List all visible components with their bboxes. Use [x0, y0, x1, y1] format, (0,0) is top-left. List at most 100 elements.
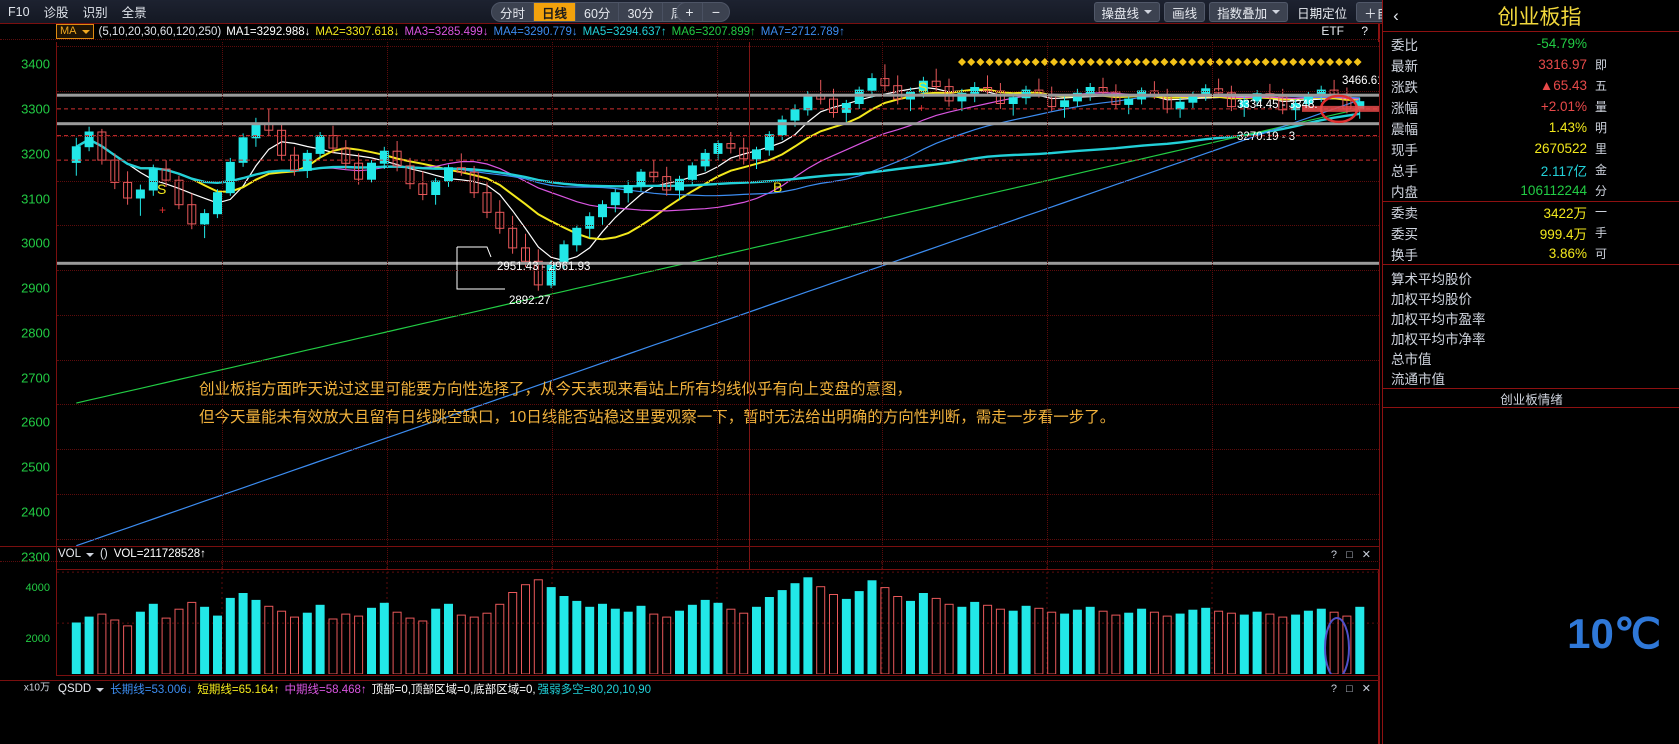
volume-axis-tick: 2000 [25, 633, 50, 646]
sidebar-stat-row[interactable]: 流通市值 [1391, 372, 1445, 387]
date-locate-button[interactable]: 日期定位 [1297, 6, 1348, 21]
qsdd-indicator-badge[interactable]: QSDD [58, 683, 105, 695]
sidebar-title: 创业板指 [1497, 5, 1582, 29]
price-plot[interactable]: S + S + B 2951.43 - 2961.93 2892.27 3334.45 - 3… [56, 42, 1384, 570]
price-axis-tick: 3000 [21, 235, 50, 251]
zoom-control-group: + − [676, 2, 730, 22]
sidebar-quote-row[interactable]: 最新 3316.97 即 [1383, 54, 1679, 75]
vol-indicator-badge[interactable]: VOL [58, 548, 95, 560]
sidebar-order-row[interactable]: 委卖 3422万一 [1383, 201, 1679, 222]
sidebar-row-extra: 金 [1595, 163, 1608, 177]
menu-item-f10[interactable]: F10 [8, 4, 30, 19]
volume-y-axis: 4000 2000 x10万 [0, 562, 56, 693]
sidebar-quote-row[interactable]: 委比 -54.79% [1383, 33, 1679, 54]
trading-line-button[interactable]: 操盘线 [1093, 2, 1161, 22]
sidebar-row-value: 3316.97 [1538, 57, 1587, 72]
sidebar-stat-row[interactable]: 加权平均市盈率 [1391, 312, 1486, 327]
sidebar-quote-row[interactable]: 内盘 106112244 分 [1383, 180, 1679, 201]
volume-plot[interactable] [56, 562, 1380, 679]
sidebar-row-extra: 即 [1595, 58, 1608, 72]
sidebar-quote-row[interactable]: 现手 2670522 里 [1383, 138, 1679, 159]
price-axis-tick: 3200 [21, 146, 50, 162]
price-vgrid [717, 42, 718, 569]
chart-note-line-1: 创业板指方面昨天说过这里可能要方向性选择了，从今天表现来看站上所有均线似乎有向上… [199, 381, 913, 398]
sidebar-row-value: 2670522 [1534, 141, 1587, 156]
sidebar-row-key: 委卖 [1391, 205, 1418, 221]
chart-label: 3270.19 - 3 [1237, 131, 1295, 143]
price-vgrid [552, 42, 553, 569]
sidebar-row-value: 3422万 [1543, 205, 1587, 221]
sidebar-row-key: 现手 [1391, 142, 1418, 158]
chart-label: + [159, 203, 166, 217]
ma7-value: MA7=2712.789↑ [760, 25, 845, 38]
chart-label: 3334.45 - 3348. [1237, 99, 1318, 111]
chart-help-icon[interactable]: ? [1361, 24, 1368, 38]
sidebar-row-key: 震幅 [1391, 121, 1418, 137]
sidebar-order-row[interactable]: 换手 3.86% 可 [1383, 243, 1679, 264]
sidebar-stat-row[interactable]: 加权平均市净率 [1391, 332, 1486, 347]
chart-label: 2951.43 - 2961.93 [497, 261, 590, 273]
price-axis-tick: 2400 [21, 504, 50, 520]
price-gridline [57, 270, 1379, 272]
sidebar-quote-row[interactable]: 震幅 1.43% 明 [1383, 117, 1679, 138]
sidebar-sub-tab[interactable]: 创业板情绪 [1383, 388, 1679, 408]
period-tab-30min[interactable]: 30分 [619, 3, 663, 21]
price-vgrid [882, 42, 883, 569]
period-tab-60min[interactable]: 60分 [576, 3, 620, 21]
chevron-down-icon [1144, 10, 1153, 14]
sidebar-row-value: 106112244 [1520, 183, 1587, 198]
menu-item-recognize[interactable]: 识别 [82, 6, 108, 20]
temperature-widget: 10℃ [1567, 610, 1661, 657]
volume-window-controls[interactable]: ? □ ✕ [1330, 549, 1374, 561]
price-vgrid [222, 42, 223, 569]
draw-line-button[interactable]: 画线 [1164, 2, 1206, 22]
volume-axis-tick: 4000 [25, 582, 50, 595]
price-gridline [57, 91, 1379, 93]
sidebar-row-extra: 明 [1595, 121, 1608, 135]
volume-bars-svg [57, 562, 1379, 679]
price-gridline [57, 180, 1379, 182]
sidebar-row-value: -54.79% [1536, 36, 1587, 51]
index-overlay-button[interactable]: 指数叠加 [1209, 2, 1289, 22]
price-axis-tick: 3400 [21, 56, 50, 72]
ma-indicator-badge[interactable]: MA [56, 24, 94, 39]
sidebar-quote-row[interactable]: 涨跌 ▲65.43 五 [1383, 75, 1679, 96]
zoom-in-button[interactable]: + [677, 3, 703, 21]
price-y-axis: 3400 3300 3200 3100 3000 2900 2800 2700 2600 2500… [0, 42, 56, 570]
sidebar-row-key: 内盘 [1391, 184, 1418, 200]
sidebar-row-extra: 分 [1595, 184, 1608, 198]
sidebar-row-key: 涨跌 [1391, 79, 1418, 95]
qsdd-window-controls[interactable]: ? □ ✕ [1330, 683, 1374, 695]
sidebar-stat-row[interactable]: 算术平均股价 [1391, 272, 1472, 287]
price-gridline [57, 359, 1379, 361]
price-gridline [57, 538, 1379, 540]
ma3-value: MA3=3285.499↓ [404, 25, 489, 38]
vol-value: VOL=211728528↑ [113, 548, 206, 560]
candlestick-svg: S + S + B 2951.43 - 2961.93 2892.27 3334.45 - 3… [57, 58, 1384, 547]
sidebar-row-value: +2.01% [1540, 99, 1587, 114]
sidebar-quote-row[interactable]: 涨幅 +2.01% 量 [1383, 96, 1679, 117]
sidebar-row-key: 委比 [1391, 37, 1418, 53]
sidebar-stat-row[interactable]: 加权平均股价 [1391, 292, 1472, 307]
qsdd-zones: 顶部=0,顶部区域=0,底部区域=0, [371, 683, 536, 696]
price-vline-marker [749, 42, 750, 569]
sidebar-order-row[interactable]: 委买 999.4万手 [1383, 222, 1679, 243]
sidebar-stat-row[interactable]: 总市值 [1391, 352, 1432, 367]
volume-indicator-bar: VOL () VOL=211728528↑ ? □ ✕ [0, 546, 1380, 562]
menu-item-panorama[interactable]: 全景 [121, 6, 147, 20]
zoom-out-button[interactable]: − [711, 4, 721, 20]
sidebar-quote-row[interactable]: 总手 2.117亿金 [1383, 159, 1679, 180]
period-tab-daily[interactable]: 日线 [534, 3, 577, 21]
vol-params: () [100, 548, 108, 560]
chart-note-line-2: 但今天量能未有效放大且留有日线跳空缺口，10日线能否站稳这里要观察一下，暂时无法… [199, 409, 1116, 426]
sidebar-row-value: 1.43% [1548, 120, 1587, 135]
back-arrow-icon[interactable]: ‹ [1393, 5, 1399, 25]
quote-sidebar: ‹ 创业板指 委比 -54.79% 最新 3316.97 即涨跌 ▲65.43 五涨幅 +2.… [1382, 0, 1679, 744]
menu-item-diagnose[interactable]: 诊股 [43, 6, 69, 20]
etf-label: ETF [1321, 24, 1344, 38]
chart-label: + [918, 101, 925, 115]
price-gridline [57, 314, 1379, 316]
period-tab-intraday[interactable]: 分时 [492, 3, 535, 21]
volume-axis-unit: x10万 [23, 682, 50, 694]
qsdd-short-line: 短期线=65.164↑ [197, 683, 280, 696]
